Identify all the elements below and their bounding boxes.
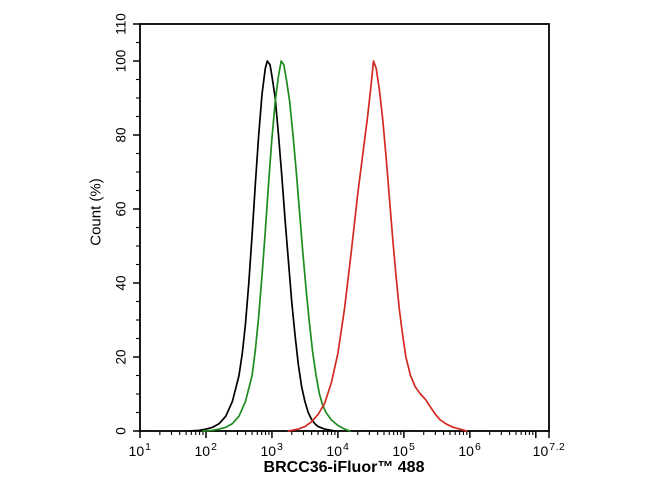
x-axis-minor-ticks <box>159 431 534 435</box>
y-tick-label-80: 80 <box>113 127 129 143</box>
y-tick-label-110: 110 <box>113 13 129 35</box>
x-tick-label-10e3: 103 <box>260 441 284 459</box>
x-tick-label-10e4: 104 <box>326 441 350 459</box>
y-tick-label-0: 0 <box>113 427 129 435</box>
y-axis-minor-ticks <box>136 41 140 414</box>
x-tick-label-10e1: 101 <box>128 441 152 459</box>
plot-frame <box>139 23 550 432</box>
x-tick-label-10e2: 102 <box>194 441 218 459</box>
x-tick-label-10e7.2: 107.2 <box>532 441 566 459</box>
y-tick-label-20: 20 <box>113 349 129 365</box>
red-curve <box>287 60 468 432</box>
y-axis-major-ticks <box>133 23 140 432</box>
black-curve <box>188 60 336 432</box>
y-tick-label-100: 100 <box>113 49 129 73</box>
green-curve <box>201 60 351 432</box>
x-axis-title: BRCC36-iFluor™ 488 <box>263 459 425 476</box>
y-axis-title: Count (%) <box>87 178 105 246</box>
x-axis-major-ticks <box>139 431 550 438</box>
y-tick-label-40: 40 <box>113 275 129 291</box>
y-tick-label-60: 60 <box>113 201 129 217</box>
x-tick-label-10e5: 105 <box>392 441 416 459</box>
x-tick-label-10e6: 106 <box>458 441 482 459</box>
